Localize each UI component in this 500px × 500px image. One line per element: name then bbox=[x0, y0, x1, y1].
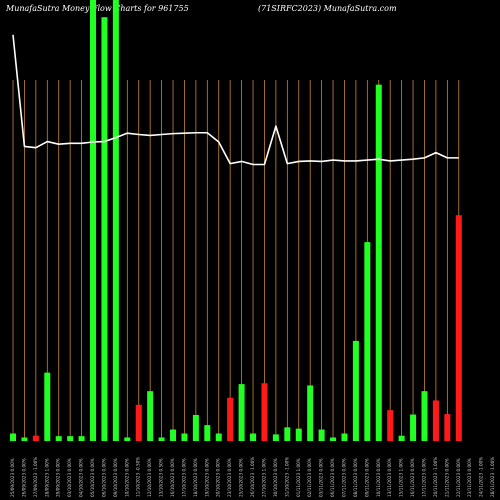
x-tick-label: 31/10/2023 -1.00% bbox=[284, 457, 289, 497]
x-tick-label: 12/10/2023 0.00% bbox=[147, 458, 152, 497]
x-tick-label: 28/09/2023 1.00% bbox=[44, 458, 49, 497]
x-tick-label: 16/11/2023 0.00% bbox=[410, 458, 415, 497]
x-tick-label: 19/10/2023 0.00% bbox=[204, 458, 209, 497]
bar-up bbox=[44, 372, 51, 441]
bar-up bbox=[295, 428, 302, 441]
x-tick-label: 23/10/2023 0.00% bbox=[227, 458, 232, 497]
x-tick-label: 23/11/2023 0.00% bbox=[467, 458, 472, 497]
bar-down bbox=[32, 435, 39, 441]
bar-up bbox=[410, 414, 417, 441]
bar-down bbox=[455, 215, 462, 441]
bar-up bbox=[67, 436, 74, 441]
x-tick-label: 17/10/2023 0.00% bbox=[181, 458, 186, 497]
bar-up bbox=[421, 391, 428, 441]
bar-up bbox=[398, 435, 405, 441]
x-tick-label: 02/11/2023 0.00% bbox=[307, 458, 312, 497]
x-tick-label: 11/10/2023 -0.50% bbox=[136, 457, 141, 497]
x-tick-label: 13/10/2023 0.50% bbox=[159, 458, 164, 497]
x-tick-label: 17/11/2023 0.00% bbox=[421, 458, 426, 497]
money-flow-line bbox=[12, 34, 459, 166]
x-tick-label: 26/09/2023 0.00% bbox=[21, 458, 26, 497]
bar-up bbox=[318, 429, 325, 441]
bar-up bbox=[341, 433, 348, 441]
bar-up bbox=[170, 429, 177, 441]
bar-up bbox=[375, 84, 382, 442]
x-tick-label: 16/10/2023 0.00% bbox=[170, 458, 175, 497]
site-credit: (71SIRFC2023) MunafaSutra.com bbox=[258, 4, 397, 13]
chart-title: MunafaSutra Money Flow Charts for 961755 bbox=[6, 4, 189, 13]
x-tick-label: 08/11/2023 0.00% bbox=[353, 458, 358, 497]
bar-down bbox=[227, 397, 234, 441]
x-axis-labels: 25/09/2023 0.00% 26/09/2023 0.00% 27/09/20… bbox=[10, 457, 495, 497]
x-tick-label: 07/11/2023 0.00% bbox=[341, 458, 346, 497]
bar-down bbox=[387, 410, 394, 441]
bar-up bbox=[215, 433, 222, 441]
x-tick-label: 27/09/2023 -1.00% bbox=[33, 457, 38, 497]
x-tick-label: 03/11/2023 0.00% bbox=[319, 458, 324, 497]
bar-up bbox=[364, 242, 371, 441]
x-tick-label: 26/10/2023 -1.00% bbox=[250, 457, 255, 497]
x-tick-label: 06/10/2023 0.00% bbox=[101, 458, 106, 497]
x-tick-label: 01/11/2023 1.00% bbox=[296, 458, 301, 497]
x-tick-label: 30/10/2023 0.00% bbox=[273, 458, 278, 497]
x-tick-label: 10/10/2023 0.00% bbox=[124, 458, 129, 497]
line-series bbox=[12, 34, 459, 166]
bar-down bbox=[432, 400, 439, 441]
bar-up bbox=[21, 437, 28, 441]
bar-series bbox=[10, 0, 462, 442]
x-tick-label: 09/10/2023 0.00% bbox=[113, 458, 118, 497]
x-tick-label: 25/09/2023 0.00% bbox=[10, 458, 15, 497]
x-tick-label: 15/11/2023 1.00% bbox=[399, 458, 404, 497]
x-tick-label: 20/10/2023 0.00% bbox=[216, 458, 221, 497]
x-tick-label: 28/11/2023 -1.00% bbox=[490, 457, 495, 497]
x-tick-label: 25/10/2023 0.00% bbox=[239, 458, 244, 497]
bar-down bbox=[135, 404, 142, 441]
bar-up bbox=[272, 434, 279, 441]
grid-lines bbox=[12, 80, 460, 441]
bar-up bbox=[238, 384, 245, 441]
bar-up bbox=[10, 433, 16, 441]
bar-up bbox=[330, 437, 337, 441]
bar-up bbox=[192, 414, 199, 441]
bar-up bbox=[90, 0, 97, 441]
x-tick-label: 03/10/2023 0.00% bbox=[67, 458, 72, 497]
bar-up bbox=[124, 437, 131, 441]
x-tick-label: 06/11/2023 0.00% bbox=[330, 458, 335, 497]
bar-up bbox=[204, 425, 211, 441]
x-tick-label: 24/11/2023 -1.00% bbox=[479, 457, 484, 497]
bar-up bbox=[352, 340, 359, 441]
x-tick-label: 27/10/2023 1.00% bbox=[261, 458, 266, 497]
x-tick-label: 13/11/2023 0.00% bbox=[387, 458, 392, 497]
bar-up bbox=[101, 17, 108, 441]
bar-up bbox=[158, 437, 165, 441]
bar-up bbox=[112, 0, 119, 441]
x-tick-label: 20/11/2023 -1.00% bbox=[433, 457, 438, 497]
bar-down bbox=[444, 414, 451, 441]
x-tick-label: 29/09/2023 0.00% bbox=[56, 458, 61, 497]
bar-up bbox=[284, 427, 291, 441]
bar-down bbox=[261, 383, 268, 441]
bar-up bbox=[307, 385, 314, 441]
bar-up bbox=[250, 433, 257, 441]
x-tick-label: 05/10/2023 0.00% bbox=[90, 458, 95, 497]
x-tick-label: 09/11/2023 0.00% bbox=[364, 458, 369, 497]
x-tick-label: 10/11/2023 0.00% bbox=[376, 458, 381, 497]
bar-up bbox=[181, 433, 188, 441]
x-tick-label: 04/10/2023 0.00% bbox=[79, 458, 84, 497]
bar-up bbox=[78, 436, 85, 441]
bar-up bbox=[55, 436, 62, 441]
x-tick-label: 22/11/2023 0.00% bbox=[456, 458, 461, 497]
bar-up bbox=[147, 391, 154, 441]
x-tick-label: 18/10/2023 0.00% bbox=[193, 458, 198, 497]
x-tick-label: 21/11/2023 0.00% bbox=[444, 458, 449, 497]
